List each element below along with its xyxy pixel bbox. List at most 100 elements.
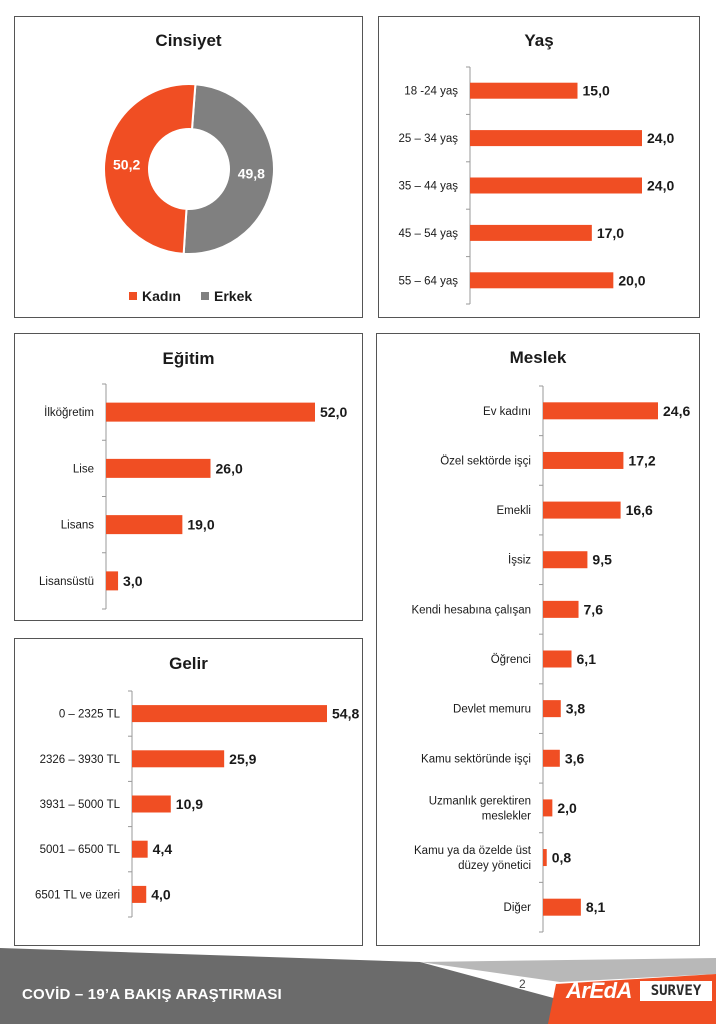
data-label: 17,2 xyxy=(628,452,655,468)
bar-chart: 15,0 18 -24 yaş 24,0 25 – 34 yaş 24,0 35 – 44… xyxy=(399,66,674,305)
data-label: 0,8 xyxy=(552,850,572,866)
data-label: 24,0 xyxy=(647,130,674,146)
bar-chart: 24,6 Ev kadını 17,2 Özel sektörde işçi 16,6 E… xyxy=(411,385,690,933)
data-label: 50,2 xyxy=(113,157,140,173)
data-label: 3,8 xyxy=(566,701,586,717)
data-label: 25,9 xyxy=(229,751,256,767)
bar xyxy=(543,700,561,718)
bar xyxy=(106,571,119,591)
bar xyxy=(543,501,621,519)
page-number: 2 xyxy=(519,977,526,991)
bar xyxy=(106,458,211,478)
category-label: Özel sektörde işçi xyxy=(440,455,531,467)
data-label: 26,0 xyxy=(216,460,243,476)
category-label: 0 – 2325 TL xyxy=(59,709,121,721)
data-label: 9,5 xyxy=(592,552,612,568)
bar xyxy=(543,551,588,569)
bar xyxy=(470,82,578,99)
panel-meslek: Meslek 24,6 Ev kadını 17,2 Özel sektörde iş… xyxy=(376,333,700,946)
category-label: 6501 TL ve üzeri xyxy=(35,889,120,901)
chart-title: Meslek xyxy=(509,348,567,367)
bar xyxy=(543,650,572,668)
data-label: 24,6 xyxy=(663,403,690,419)
bar xyxy=(132,750,225,768)
bar-chart: 54,8 0 – 2325 TL 25,9 2326 – 3930 TL 10,9 393… xyxy=(35,690,359,918)
category-label: 45 – 54 yaş xyxy=(399,228,459,240)
data-label: 3,6 xyxy=(565,750,585,766)
logo-main: ArEdA xyxy=(566,978,632,1003)
category-label: Lisans xyxy=(61,520,94,532)
panel-yas: Yaş 15,0 18 -24 yaş 24,0 25 – 34 yaş 24,0 35 … xyxy=(378,16,700,318)
data-label: 15,0 xyxy=(583,83,610,99)
category-label: Uzmanlık gerektiren xyxy=(429,795,531,807)
panel-gelir: Gelir 54,8 0 – 2325 TL 25,9 2326 – 3930 TL 1… xyxy=(14,638,363,946)
data-label: 49,8 xyxy=(238,165,265,181)
data-label: 2,0 xyxy=(557,800,577,816)
bar xyxy=(543,451,624,469)
legend-label: Erkek xyxy=(214,288,252,304)
category-label: 2326 – 3930 TL xyxy=(40,754,121,766)
bar xyxy=(132,795,171,813)
chart-title: Gelir xyxy=(169,654,208,673)
data-label: 6,1 xyxy=(577,651,597,667)
panel-cinsiyet: Cinsiyet 49,8 50,2 Kadın Erkek xyxy=(14,16,363,318)
category-label: Öğrenci xyxy=(491,654,531,666)
data-label: 3,0 xyxy=(123,573,143,589)
bar xyxy=(470,224,592,241)
category-label: Emekli xyxy=(496,505,531,517)
category-label: 18 -24 yaş xyxy=(404,86,458,98)
data-label: 17,0 xyxy=(597,225,624,241)
category-label: İşsiz xyxy=(508,554,531,567)
data-label: 16,6 xyxy=(626,502,653,518)
category-label: düzey yönetici xyxy=(458,860,531,872)
data-label: 4,0 xyxy=(151,886,171,902)
category-label: Lise xyxy=(73,463,94,475)
category-label: Ev kadını xyxy=(483,406,531,418)
pie-slice xyxy=(103,83,197,255)
category-label: Kendi hesabına çalışan xyxy=(411,604,531,616)
category-label: 5001 – 6500 TL xyxy=(40,844,121,856)
pie-slice xyxy=(182,83,275,255)
data-label: 8,1 xyxy=(586,899,606,915)
bar xyxy=(132,705,327,723)
bar-chart: 52,0 İlköğretim 26,0 Lise 19,0 Lisans 3,0 Lisan… xyxy=(39,383,347,610)
bar xyxy=(470,177,642,194)
category-label: Lisansüstü xyxy=(39,576,94,588)
donut-chart: 49,8 50,2 Kadın Erkek xyxy=(103,83,275,304)
chart-title: Yaş xyxy=(524,31,554,50)
bar xyxy=(132,885,147,903)
bar xyxy=(543,849,547,867)
category-label: 55 – 64 yaş xyxy=(399,275,459,287)
chart-title: Eğitim xyxy=(162,349,215,368)
bar xyxy=(543,600,579,618)
data-label: 54,8 xyxy=(332,706,359,722)
bar xyxy=(543,898,581,916)
data-label: 10,9 xyxy=(176,796,203,812)
bar xyxy=(106,515,183,535)
panel-egitim: Eğitim 52,0 İlköğretim 26,0 Lise 19,0 Lisans 3… xyxy=(14,333,363,621)
bar xyxy=(106,402,315,422)
category-label: Kamu sektöründe işçi xyxy=(421,753,531,765)
bar xyxy=(132,840,148,858)
footer-title: COVİD – 19’A BAKIŞ ARAŞTIRMASI xyxy=(22,986,282,1003)
chart-title: Cinsiyet xyxy=(155,31,222,50)
bar xyxy=(470,272,614,289)
legend-swatch xyxy=(201,292,209,300)
bar xyxy=(543,799,553,817)
category-label: Kamu ya da özelde üst xyxy=(414,845,532,857)
category-label: meslekler xyxy=(482,810,531,822)
bar xyxy=(543,749,560,767)
category-label: 25 – 34 yaş xyxy=(399,133,459,145)
data-label: 20,0 xyxy=(618,272,645,288)
category-label: İlköğretim xyxy=(44,406,94,419)
category-label: Diğer xyxy=(504,902,532,914)
logo-sub: SURVEY xyxy=(640,981,712,1001)
bar xyxy=(543,402,658,420)
bar xyxy=(470,130,642,147)
data-label: 19,0 xyxy=(187,517,214,533)
brand-logo: ArEdA SURVEY xyxy=(566,978,714,1004)
data-label: 52,0 xyxy=(320,404,347,420)
legend-swatch xyxy=(129,292,137,300)
category-label: Devlet memuru xyxy=(453,704,531,716)
data-label: 4,4 xyxy=(153,841,173,857)
